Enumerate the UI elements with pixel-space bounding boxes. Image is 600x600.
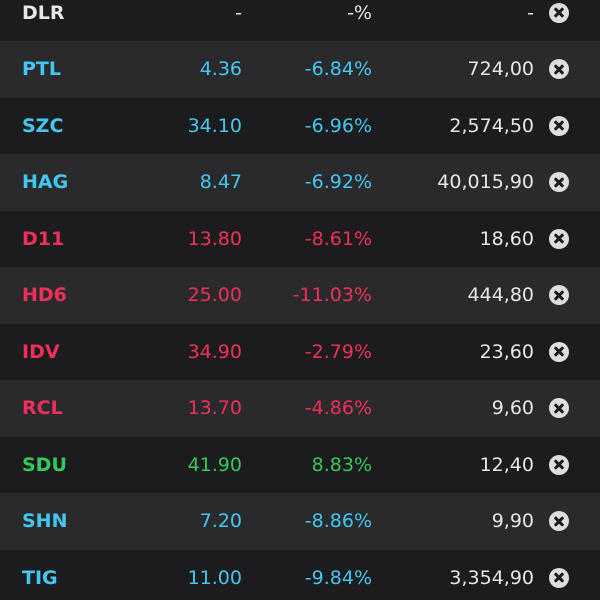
change-percent: -8.86% [304, 510, 372, 532]
watchlist-row[interactable]: SHN 7.20 -8.86% 9,90 [0, 493, 600, 550]
volume-value: 444,80 [467, 284, 534, 306]
volume-value: 9,90 [491, 510, 534, 532]
price-value: - [235, 1, 242, 24]
volume-value: 18,60 [479, 227, 534, 250]
change-percent: -4.86% [304, 397, 372, 419]
watchlist-row[interactable]: DLR - -% - [0, 0, 600, 41]
close-circle-icon[interactable] [549, 511, 569, 532]
change-percent: -2.79% [304, 340, 372, 363]
watchlist-row[interactable]: RCL 13.70 -4.86% 9,60 [0, 380, 600, 437]
price-value: 4.36 [199, 58, 242, 80]
volume-value: 12,40 [479, 453, 534, 476]
close-circle-icon[interactable] [549, 2, 569, 23]
close-circle-icon[interactable] [549, 398, 569, 419]
symbol-label: IDV [22, 340, 60, 363]
symbol-label: HD6 [22, 284, 67, 306]
change-percent: -% [347, 1, 372, 24]
symbol-label: TIG [22, 566, 58, 589]
price-value: 34.10 [187, 114, 242, 137]
price-value: 11.00 [187, 566, 242, 589]
change-percent: -6.84% [304, 58, 372, 80]
volume-value: 2,574,50 [449, 114, 534, 137]
symbol-label: HAG [22, 171, 69, 193]
price-value: 8.47 [199, 171, 242, 193]
volume-value: 23,60 [479, 340, 534, 363]
close-circle-icon[interactable] [549, 285, 569, 306]
watchlist-row[interactable]: HD6 25.00 -11.03% 444,80 [0, 267, 600, 324]
close-circle-icon[interactable] [549, 115, 569, 136]
change-percent: 8.83% [311, 453, 372, 476]
watchlist-row[interactable]: TIG 11.00 -9.84% 3,354,90 [0, 549, 600, 600]
symbol-label: D11 [22, 227, 65, 250]
close-circle-icon[interactable] [549, 454, 569, 475]
symbol-label: SDU [22, 453, 67, 476]
close-circle-icon[interactable] [549, 172, 569, 193]
symbol-label: SZC [22, 114, 64, 137]
watchlist-row[interactable]: SZC 34.10 -6.96% 2,574,50 [0, 97, 600, 154]
price-value: 34.90 [187, 340, 242, 363]
change-percent: -6.92% [304, 171, 372, 193]
symbol-label: SHN [22, 510, 68, 532]
watchlist-row[interactable]: PTL 4.36 -6.84% 724,00 [0, 41, 600, 98]
volume-value: - [527, 1, 534, 24]
close-circle-icon[interactable] [549, 567, 569, 588]
close-circle-icon[interactable] [549, 59, 569, 80]
volume-value: 3,354,90 [449, 566, 534, 589]
price-value: 25.00 [187, 284, 242, 306]
volume-value: 40,015,90 [437, 171, 534, 193]
change-percent: -6.96% [304, 114, 372, 137]
symbol-label: DLR [22, 1, 65, 24]
price-value: 13.70 [187, 397, 242, 419]
change-percent: -8.61% [304, 227, 372, 250]
volume-value: 9,60 [491, 397, 534, 419]
volume-value: 724,00 [467, 58, 534, 80]
watchlist-row[interactable]: D11 13.80 -8.61% 18,60 [0, 210, 600, 267]
watchlist-row[interactable]: SDU 41.90 8.83% 12,40 [0, 436, 600, 493]
change-percent: -11.03% [292, 284, 372, 306]
close-circle-icon[interactable] [549, 228, 569, 249]
price-value: 41.90 [187, 453, 242, 476]
watchlist-row[interactable]: HAG 8.47 -6.92% 40,015,90 [0, 154, 600, 211]
symbol-label: RCL [22, 397, 63, 419]
price-value: 13.80 [187, 227, 242, 250]
symbol-label: PTL [22, 58, 61, 80]
watchlist-row[interactable]: IDV 34.90 -2.79% 23,60 [0, 323, 600, 380]
price-value: 7.20 [199, 510, 242, 532]
change-percent: -9.84% [304, 566, 372, 589]
close-circle-icon[interactable] [549, 341, 569, 362]
